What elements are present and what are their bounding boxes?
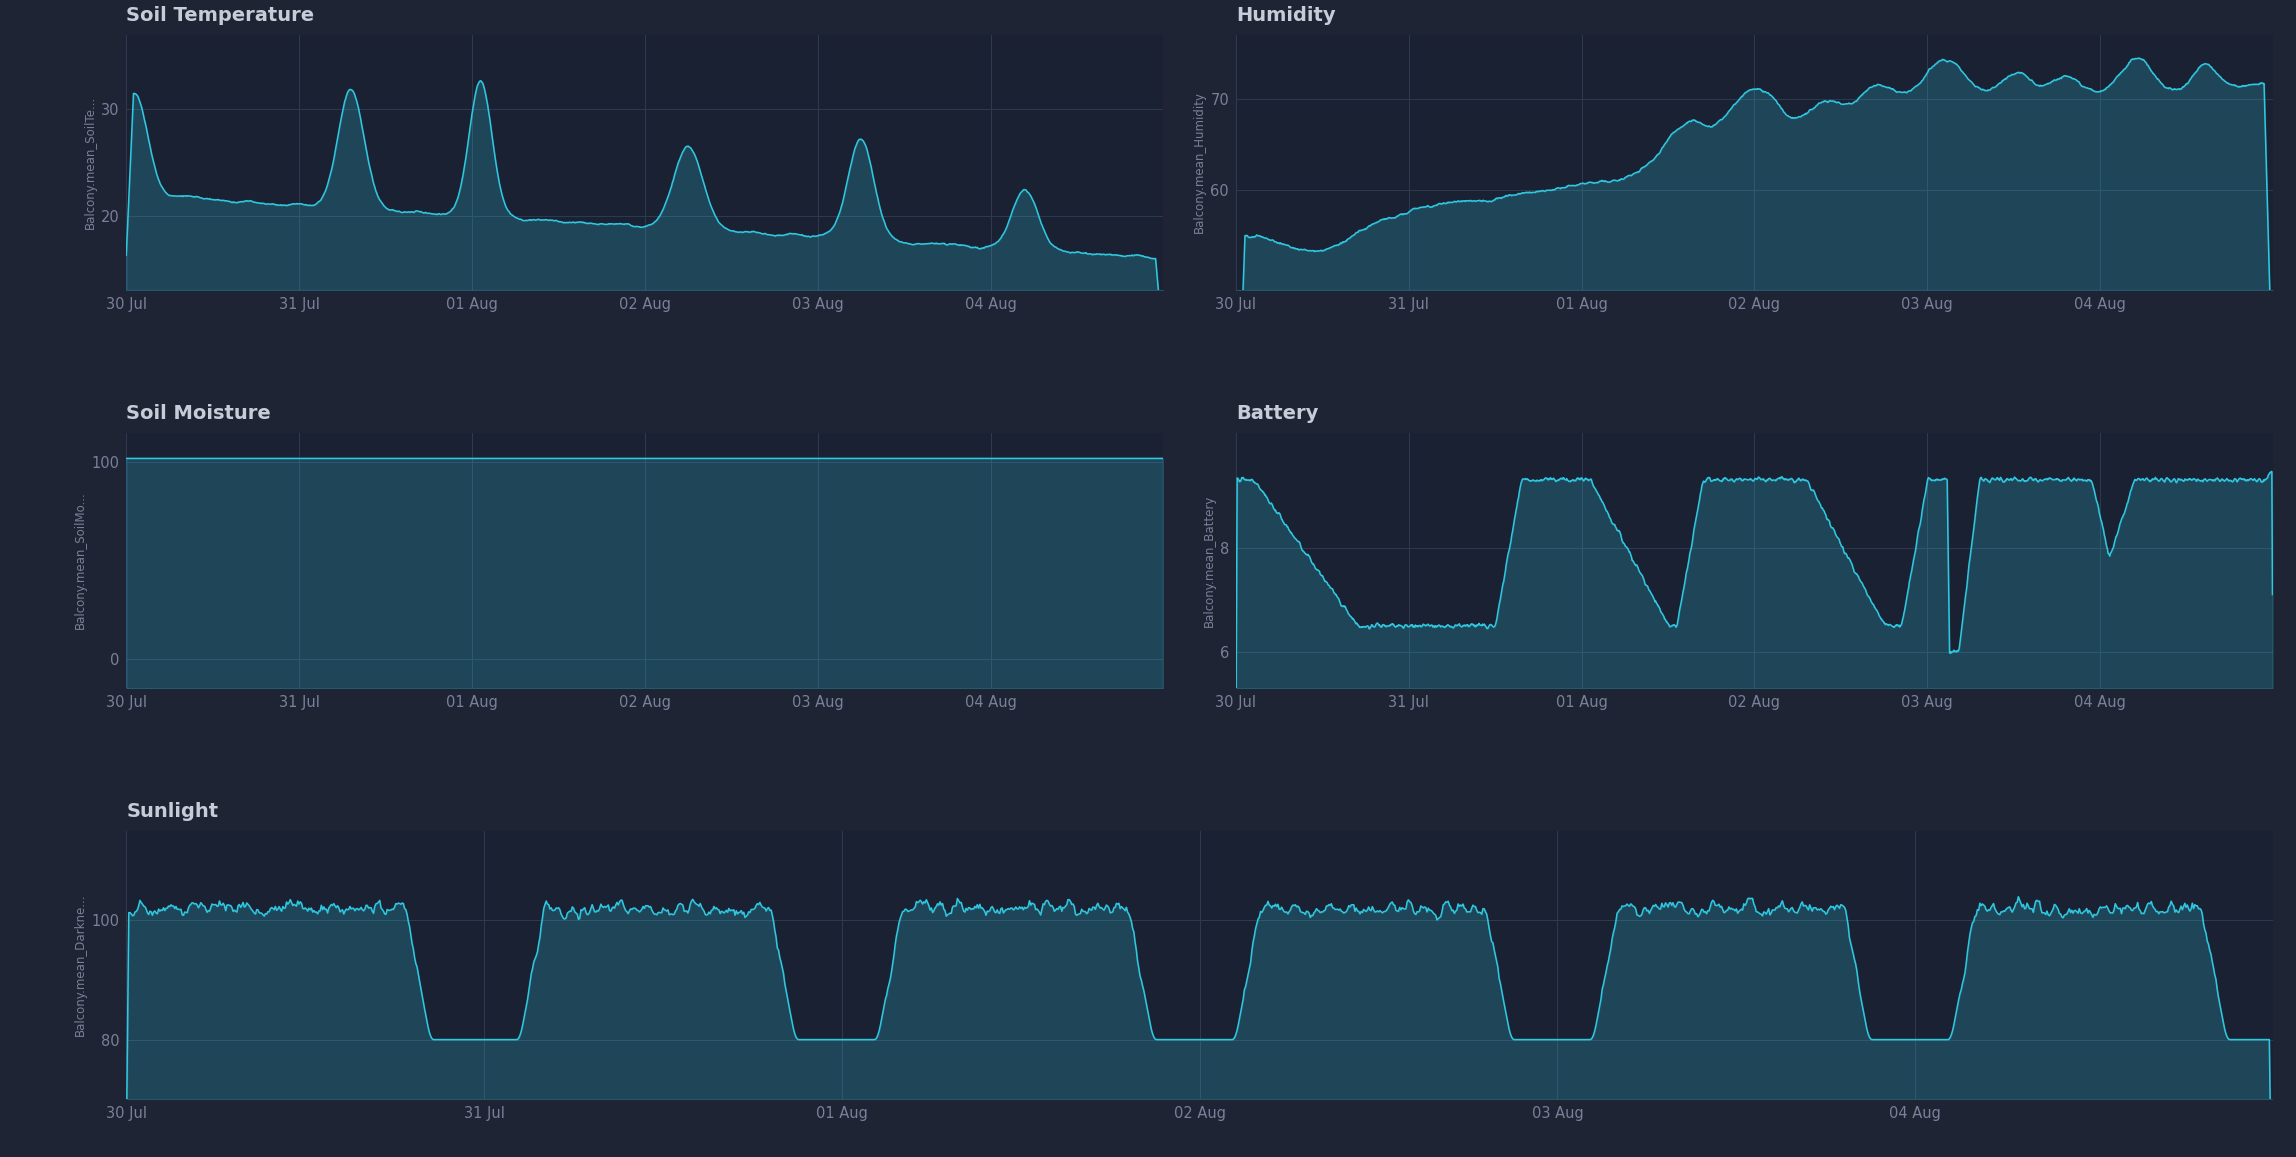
Y-axis label: Balcony.mean_SoilMo...: Balcony.mean_SoilMo... xyxy=(73,492,87,629)
Text: Soil Moisture: Soil Moisture xyxy=(126,404,271,423)
Text: Humidity: Humidity xyxy=(1235,6,1336,24)
Y-axis label: Balcony.mean_Humidity: Balcony.mean_Humidity xyxy=(1194,91,1205,234)
Text: Battery: Battery xyxy=(1235,404,1318,423)
Text: Soil Temperature: Soil Temperature xyxy=(126,6,315,24)
Text: Sunlight: Sunlight xyxy=(126,802,218,821)
Y-axis label: Balcony.mean_SoilTe...: Balcony.mean_SoilTe... xyxy=(83,96,96,229)
Y-axis label: Balcony.mean_Battery: Balcony.mean_Battery xyxy=(1203,494,1215,627)
Y-axis label: Balcony.mean_Darkne...: Balcony.mean_Darkne... xyxy=(73,894,87,1037)
